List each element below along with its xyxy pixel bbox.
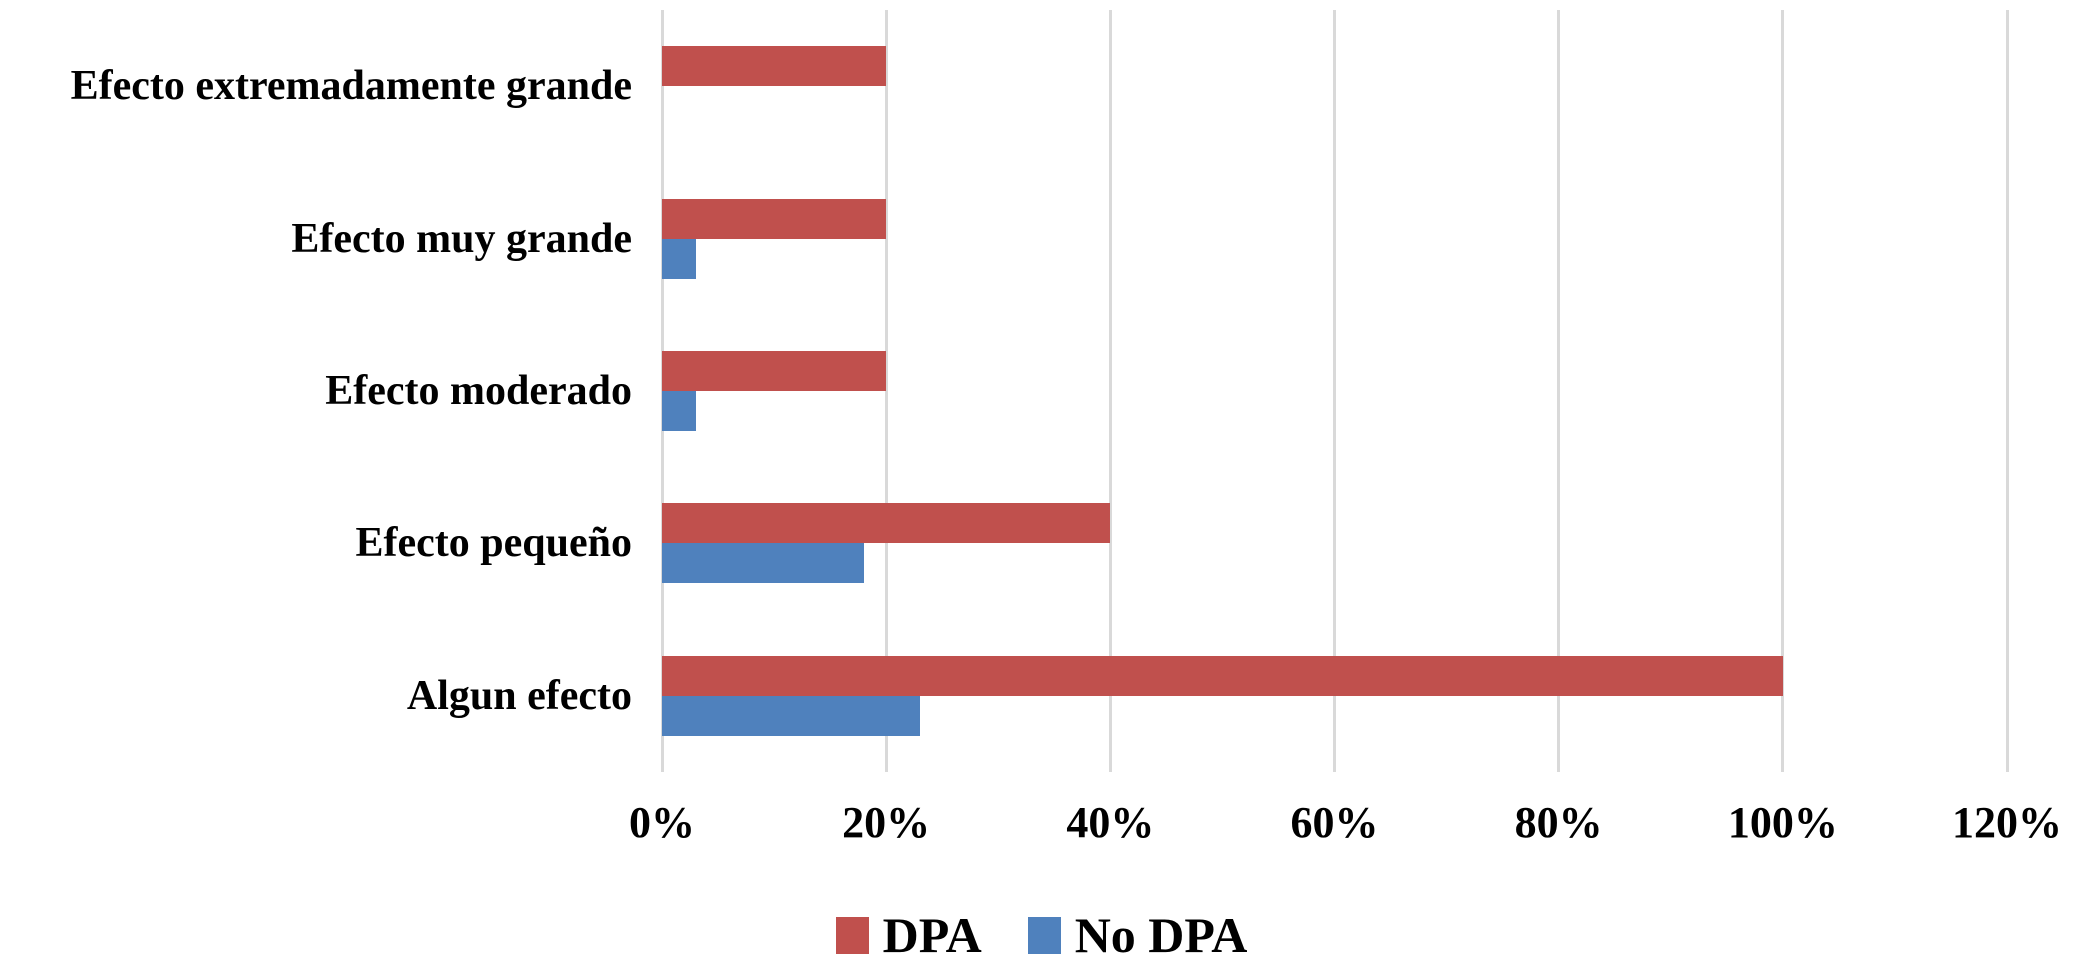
category-label: Efecto muy grande [291, 215, 632, 262]
gridline [884, 10, 888, 772]
legend-item-no-dpa: No DPA [1027, 905, 1248, 965]
bar-dpa [662, 198, 887, 239]
plot-area [660, 10, 2009, 772]
bar-dpa [662, 503, 1111, 544]
category-label: Efecto pequeño [355, 520, 633, 567]
gridline [1108, 10, 1112, 772]
tick-label: 40% [1066, 798, 1155, 847]
tick-label: 0% [629, 798, 695, 847]
legend-label: DPA [882, 907, 982, 963]
category-label: Efecto extremadamente grande [70, 63, 632, 110]
bar-no-dpa [662, 238, 696, 279]
category-label: Efecto moderado [325, 368, 632, 414]
gridline [1781, 10, 1785, 772]
gridline [2005, 10, 2009, 772]
legend-swatch-icon [835, 916, 869, 954]
legend-swatch-icon [1027, 916, 1061, 954]
legend-item-dpa: DPA [835, 905, 982, 965]
bar-dpa [662, 351, 887, 391]
legend-label: No DPA [1074, 907, 1248, 963]
gridline [1333, 10, 1336, 772]
tick-label: 120% [1952, 798, 2062, 847]
bar-no-dpa [662, 695, 920, 736]
gridline [1557, 10, 1561, 772]
tick-label: 60% [1290, 798, 1379, 847]
legend: DPA No DPA [0, 905, 2083, 965]
bar-no-dpa [662, 543, 864, 584]
bar-dpa [662, 655, 1783, 696]
tick-label: 20% [842, 798, 931, 847]
category-label: Algun efecto [406, 672, 632, 719]
tick-label: 80% [1514, 798, 1603, 847]
bar-no-dpa [662, 391, 696, 431]
tick-label: 100% [1727, 798, 1838, 847]
bar-dpa [662, 46, 887, 87]
